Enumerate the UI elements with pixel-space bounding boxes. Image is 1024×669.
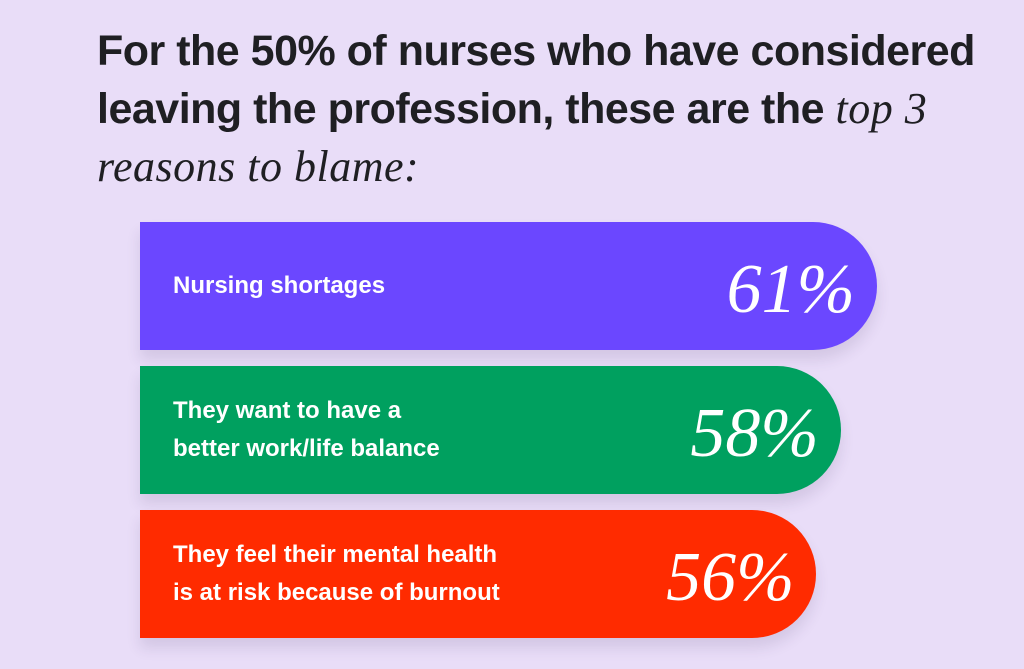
category-label: They feel their mental health is at risk… [173,541,500,606]
title-emphasis: top 3 reasons to blame: [97,84,928,191]
bar [140,366,841,494]
value-label: 58% [690,395,819,472]
value-label: 61% [726,251,855,328]
title-text: For the 50% of nurses who have considere… [97,27,975,133]
chart-title: For the 50% of nurses who have considere… [97,22,977,196]
category-label: They want to have a better work/life bal… [173,397,440,462]
bar [140,510,817,638]
bar [140,222,877,350]
category-label: Nursing shortages [173,272,386,299]
value-label: 56% [666,539,795,616]
